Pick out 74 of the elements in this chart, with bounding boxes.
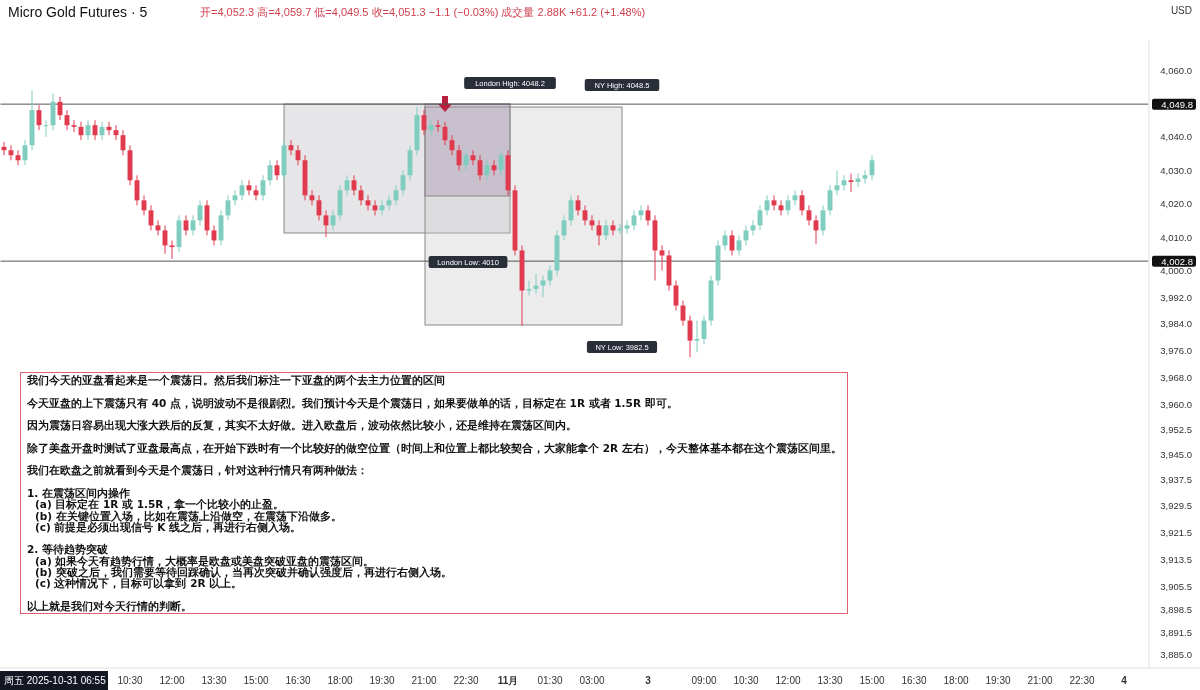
y-tick-label: 4,040.0 <box>1160 131 1192 143</box>
annotation: (b) 在关键位置入场，比如在震荡上沿做空，在震荡下沿做多。 <box>34 509 343 522</box>
x-tick-label: 12:00 <box>775 675 801 686</box>
y-tick-label: 3,929.5 <box>1160 500 1192 512</box>
x-tick-label: 22:30 <box>1069 675 1095 686</box>
annotation: 以上就是我们对今天行情的判断。 <box>27 599 193 613</box>
y-tick-label: 4,010.0 <box>1160 231 1192 243</box>
chart-subtitle: 开=4,052.3 高=4,059.7 低=4,049.5 收=4,051.3 −1.1 (−0.03%) 成交量 2.88K +61.2 (+1.48%) <box>200 6 646 18</box>
y-tick-label: 3,952.5 <box>1160 423 1192 435</box>
y-tick-label: 3,891.5 <box>1160 627 1192 639</box>
y-tick-label: 3,976.0 <box>1160 345 1192 357</box>
annotation: (a) 如果今天有趋势行情，大概率是欧盘或美盘突破亚盘的震荡区间。 <box>34 554 375 567</box>
candlestick <box>526 280 532 297</box>
label-tag: 周五 2025-10-31 06:55 <box>0 671 108 690</box>
y-tick-label: 3,885.0 <box>1160 649 1192 661</box>
annotation: (a) 目标定在 1R 或 1.5R，拿一个比较小的止盈。 <box>34 498 285 511</box>
annotation: (b) 突破之后，我们需要等待回踩确认，当再次突破并确认强度后，再进行右侧入场。 <box>34 566 453 579</box>
x-tick-label: 12:00 <box>159 675 185 686</box>
x-tick-label: 18:00 <box>943 675 969 686</box>
label-tag: 4,049.8 <box>1152 98 1196 110</box>
x-tick-label: 18:00 <box>327 675 353 686</box>
candlestick <box>435 119 441 133</box>
x-tick-label: 4 <box>1121 675 1128 686</box>
chart-title: Micro Gold Futures · 5 <box>8 4 148 20</box>
x-tick-label: 09:00 <box>691 675 717 686</box>
x-tick-label: 15:00 <box>243 675 269 686</box>
candlestick <box>862 169 868 185</box>
ref-line-label: 4,049.8 <box>1161 98 1193 110</box>
annotation: 除了美盘开盘时测试了亚盘最高点，在开始下跌时有一个比较好的做空位置（时间上和位置上都比较契合，大家能拿个 2R 左右），今天整体基本都在这个震荡区间里。 <box>27 441 842 455</box>
ref-line-label: 4,002.8 <box>1161 255 1193 267</box>
y-axis-title: USD <box>1170 5 1192 16</box>
candlestick <box>694 320 700 353</box>
x-tick-label: 16:30 <box>901 675 927 686</box>
candlestick <box>848 173 854 193</box>
y-tick-label: 3,898.5 <box>1160 604 1192 616</box>
y-tick-label: 3,913.5 <box>1160 553 1192 565</box>
candlestick <box>547 264 553 287</box>
annotation: 2. 等待趋势突破 <box>27 543 108 556</box>
y-tick-label: 4,030.0 <box>1160 164 1192 176</box>
annotation: 1. 在震荡区间内操作 <box>27 486 131 500</box>
annotation: 因为震荡日容易出现大涨大跌后的反复，其实不太好做。进入欧盘后，波动依然比较小，还是维持在震荡区间内。 <box>27 419 578 432</box>
annotation: 我们今天的亚盘看起来是一个震荡日。然后我们标注一下亚盘的两个去主力位置的区间 <box>27 374 446 387</box>
x-tick-label: 16:30 <box>285 675 311 686</box>
x-tick-label: 10:30 <box>117 675 143 686</box>
candlestick <box>169 239 175 260</box>
y-tick-label: 3,945.0 <box>1160 448 1192 460</box>
annotation: 我们在欧盘之前就看到今天是个震荡日，针对这种行情只有两种做法： <box>27 464 369 477</box>
x-tick-label: 13:30 <box>817 675 843 686</box>
annotation: 今天亚盘的上下震荡只有 40 点，说明波动不是很剧烈。我们预计今天是个震荡日，如果要做单的话，目标定在 1R 或者 1.5R 即可。 <box>27 396 679 409</box>
candlestick <box>624 219 630 235</box>
y-tick-label: 3,921.5 <box>1160 527 1192 539</box>
y-tick-label: 3,968.0 <box>1160 371 1192 383</box>
y-tick-label: 4,060.0 <box>1160 64 1192 76</box>
x-tick-label: 11月 <box>497 675 519 686</box>
y-tick-label: 3,992.0 <box>1160 291 1192 303</box>
x-tick-label: 21:00 <box>411 675 437 686</box>
candlestick <box>71 119 77 133</box>
x-tick-label: 10:30 <box>733 675 759 686</box>
x-tick-label: 21:00 <box>1027 675 1053 686</box>
x-tick-label: 03:00 <box>579 675 605 686</box>
x-tick-label: 3 <box>645 675 652 686</box>
x-tick-label: 22:30 <box>453 675 479 686</box>
y-tick-label: 3,984.0 <box>1160 318 1192 330</box>
y-tick-label: 4,020.0 <box>1160 198 1192 210</box>
annotation: (c) 这种情况下，目标可以拿到 2R 以上。 <box>34 577 243 590</box>
y-tick-label: 3,937.5 <box>1160 473 1192 485</box>
label-tag: 4,002.8 <box>1152 255 1196 267</box>
x-tick-label: 19:30 <box>985 675 1011 686</box>
x-tick-label: 15:00 <box>859 675 885 686</box>
y-tick-label: 3,960.0 <box>1160 398 1192 410</box>
x-tick-label: 19:30 <box>369 675 395 686</box>
y-tick-label: 3,905.5 <box>1160 580 1192 592</box>
x-tick-label: 13:30 <box>201 675 227 686</box>
x-tick-label: 01:30 <box>537 675 563 686</box>
